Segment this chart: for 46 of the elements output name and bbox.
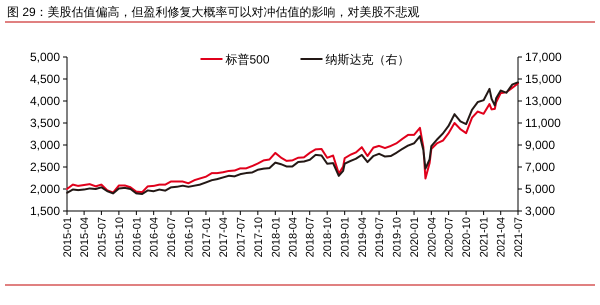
x-tick-label: 2021-01	[478, 217, 491, 258]
y2-tick-label: 15,000	[525, 72, 562, 86]
x-tick-label: 2020-07	[444, 217, 456, 258]
y-tick-label: 5,000	[30, 50, 60, 64]
x-tick-label: 2017-07	[235, 217, 248, 258]
y-tick-label: 1,500	[30, 204, 60, 218]
y-tick-label: 4,000	[30, 94, 60, 108]
x-tick-label: 2016-10	[183, 217, 196, 258]
x-tick-label: 2015-01	[62, 217, 74, 258]
y2-tick-label: 3,000	[525, 204, 556, 218]
x-tick-label: 2018-10	[322, 217, 334, 258]
x-tick-label: 2016-01	[131, 217, 144, 258]
y-tick-label: 3,000	[30, 138, 60, 152]
chart-title: 图 29：美股估值偏高，但盈利修复大概率可以对冲估值的影响，对美股不悲观	[7, 5, 420, 19]
x-tick-label: 2019-10	[392, 217, 404, 258]
y-tick-label: 2,000	[30, 182, 60, 196]
x-tick-label: 2020-01	[409, 217, 422, 258]
legend-label: 纳斯达克（右）	[326, 52, 410, 66]
x-tick-label: 2021-04	[496, 217, 508, 258]
x-tick-label: 2020-10	[461, 217, 474, 258]
y2-tick-label: 5,000	[525, 182, 556, 196]
x-tick-label: 2016-04	[148, 217, 161, 258]
x-tick-label: 2021-07	[513, 217, 525, 258]
y2-tick-label: 17,000	[525, 50, 562, 64]
x-tick-label: 2020-04	[426, 217, 438, 258]
y2-tick-label: 13,000	[525, 94, 562, 108]
y-tick-label: 2,500	[30, 160, 60, 174]
x-tick-label: 2015-07	[96, 217, 108, 258]
x-tick-label: 2015-04	[79, 217, 92, 258]
x-tick-label: 2016-07	[166, 217, 178, 258]
x-tick-label: 2018-01	[270, 217, 282, 258]
x-tick-label: 2018-07	[304, 217, 317, 258]
y-tick-label: 4,500	[30, 72, 60, 86]
legend-label: 标普500	[224, 52, 270, 66]
x-tick-label: 2018-04	[287, 217, 300, 258]
x-tick-label: 2017-04	[218, 217, 230, 258]
x-tick-label: 2019-04	[356, 217, 369, 258]
y2-tick-label: 11,000	[525, 116, 562, 130]
x-tick-label: 2019-07	[374, 217, 386, 258]
x-tick-label: 2017-10	[252, 217, 265, 258]
x-tick-label: 2019-01	[340, 217, 352, 258]
x-tick-label: 2017-01	[200, 217, 213, 258]
y-tick-label: 3,500	[30, 116, 60, 130]
y2-tick-label: 7,000	[525, 160, 556, 174]
x-tick-label: 2015-10	[114, 217, 126, 258]
y2-tick-label: 9,000	[525, 138, 556, 152]
